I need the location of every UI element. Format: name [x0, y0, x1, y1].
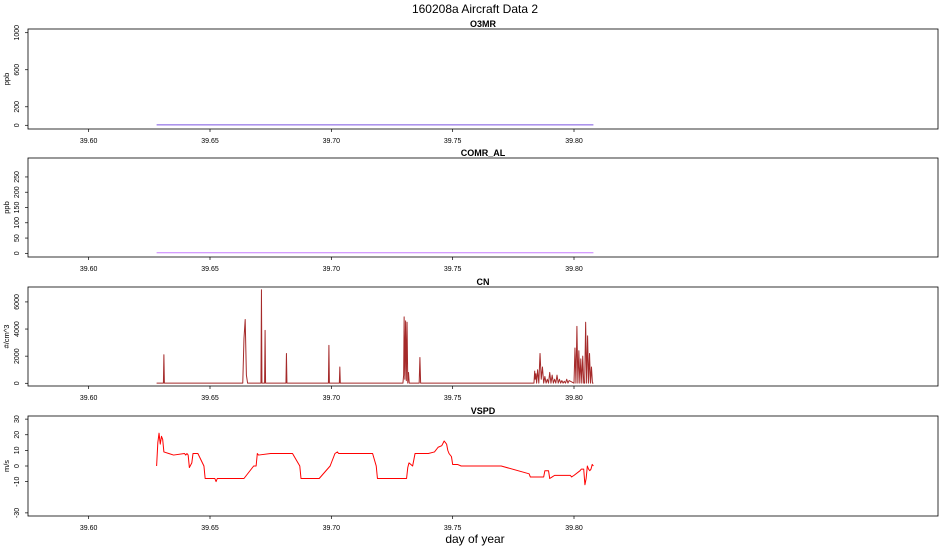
plot-frame: [27, 157, 939, 258]
series-line: [156, 432, 594, 486]
x-tick-label: 39.70: [323, 395, 341, 402]
y-tick-label: 0: [14, 464, 21, 468]
y-tick-label: 200: [14, 101, 21, 113]
y-tick-label: -30: [14, 508, 21, 518]
x-tick-label: 39.75: [444, 138, 462, 145]
y-tick-label: 20: [14, 431, 21, 439]
x-tick-label: 39.70: [323, 138, 341, 145]
y-tick-label: 10: [14, 446, 21, 454]
plot-frame: [27, 28, 939, 130]
x-tick-label: 39.65: [201, 395, 219, 402]
figure-title: 160208a Aircraft Data 2: [412, 2, 538, 16]
x-tick-label: 39.80: [565, 266, 583, 273]
y-tick-label: 4000: [14, 321, 21, 337]
x-axis-label: day of year: [445, 532, 504, 546]
y-axis-label: #/cm^3: [2, 325, 11, 349]
y-tick-label: 600: [14, 64, 21, 76]
x-tick-label: 39.60: [80, 395, 98, 402]
y-tick-label: 30: [14, 415, 21, 423]
y-tick-label: 150: [14, 202, 21, 214]
x-tick-label: 39.75: [444, 525, 462, 532]
panel-vspd: VSPD m/s 39.60 39.65 39.70 39.75 39.80 -30 -10 0 1…: [2, 406, 939, 532]
x-tick-label: 39.65: [201, 138, 219, 145]
plot-frame: [27, 286, 939, 387]
y-axis-label: ppb: [2, 201, 11, 214]
x-tick-label: 39.80: [565, 525, 583, 532]
y-tick-label: 2000: [14, 348, 21, 364]
x-tick-label: 39.75: [444, 266, 462, 273]
y-axis-label: m/s: [2, 460, 11, 472]
panel-o3mr: O3MR ppb 39.60 39.65 39.70 39.75 39.80 0 200 600 1…: [2, 19, 939, 145]
y-tick-label: 250: [14, 171, 21, 183]
y-tick-label: 6000: [14, 294, 21, 310]
y-tick-label: 0: [14, 123, 21, 127]
panel-title: O3MR: [470, 19, 497, 29]
y-tick-label: 0: [14, 251, 21, 255]
y-tick-label: 50: [14, 234, 21, 242]
panel-cn: CN #/cm^3 39.60 39.65 39.70 39.75 39.80 0 2000 40…: [2, 277, 939, 402]
series-line: [156, 289, 594, 384]
panel-title: VSPD: [471, 406, 496, 416]
y-tick-label: 100: [14, 217, 21, 229]
x-tick-label: 39.70: [323, 266, 341, 273]
y-tick-label: 1000: [14, 25, 21, 41]
x-tick-label: 39.65: [201, 266, 219, 273]
x-tick-label: 39.60: [80, 138, 98, 145]
x-tick-label: 39.65: [201, 525, 219, 532]
panel-title: COMR_AL: [461, 148, 506, 158]
y-tick-label: -10: [14, 476, 21, 486]
x-tick-label: 39.80: [565, 138, 583, 145]
x-tick-label: 39.80: [565, 395, 583, 402]
x-tick-label: 39.60: [80, 525, 98, 532]
panel-title: CN: [477, 277, 490, 287]
x-tick-label: 39.75: [444, 395, 462, 402]
y-axis-label: ppb: [2, 73, 11, 86]
y-tick-label: 200: [14, 186, 21, 198]
y-tick-label: 0: [14, 381, 21, 385]
x-tick-label: 39.70: [323, 525, 341, 532]
x-tick-label: 39.60: [80, 266, 98, 273]
